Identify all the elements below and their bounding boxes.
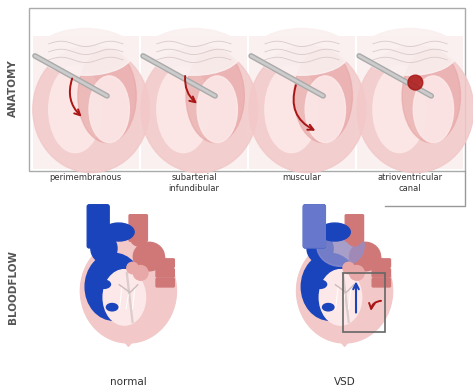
Text: muscular: muscular <box>283 173 321 182</box>
Text: VSD: VSD <box>334 377 356 387</box>
Ellipse shape <box>338 266 387 324</box>
Ellipse shape <box>97 280 110 288</box>
Bar <box>249 36 355 169</box>
Text: normal: normal <box>110 377 147 387</box>
FancyBboxPatch shape <box>129 215 147 241</box>
Text: perimembranous: perimembranous <box>50 173 122 182</box>
Ellipse shape <box>373 66 426 152</box>
FancyBboxPatch shape <box>156 279 174 287</box>
FancyBboxPatch shape <box>372 269 391 277</box>
Ellipse shape <box>133 242 164 271</box>
FancyBboxPatch shape <box>156 269 174 277</box>
Text: ANATOMY: ANATOMY <box>8 59 18 117</box>
Ellipse shape <box>33 46 149 173</box>
Bar <box>141 36 247 169</box>
FancyBboxPatch shape <box>303 205 325 248</box>
Ellipse shape <box>122 266 171 324</box>
FancyBboxPatch shape <box>156 259 174 267</box>
Circle shape <box>408 75 423 90</box>
Text: atrioventricular
canal: atrioventricular canal <box>377 173 443 193</box>
Ellipse shape <box>254 28 350 75</box>
Text: subarterial
infundibular: subarterial infundibular <box>168 173 219 193</box>
Ellipse shape <box>313 280 327 288</box>
Ellipse shape <box>80 238 177 343</box>
Circle shape <box>133 266 148 280</box>
Ellipse shape <box>319 223 350 241</box>
Ellipse shape <box>413 76 454 143</box>
Ellipse shape <box>103 270 146 325</box>
Ellipse shape <box>294 49 352 143</box>
Ellipse shape <box>296 238 393 343</box>
Ellipse shape <box>89 76 129 143</box>
Ellipse shape <box>157 66 210 152</box>
Bar <box>33 36 139 169</box>
Ellipse shape <box>146 28 242 75</box>
Ellipse shape <box>85 253 142 320</box>
FancyBboxPatch shape <box>372 279 391 287</box>
FancyBboxPatch shape <box>87 205 109 248</box>
Ellipse shape <box>307 234 333 263</box>
Ellipse shape <box>186 49 244 143</box>
Ellipse shape <box>357 46 474 173</box>
Ellipse shape <box>349 242 381 271</box>
Ellipse shape <box>49 66 102 152</box>
Ellipse shape <box>362 28 458 75</box>
Polygon shape <box>330 328 359 346</box>
Ellipse shape <box>249 46 365 173</box>
Ellipse shape <box>141 46 257 173</box>
Ellipse shape <box>346 221 364 246</box>
FancyBboxPatch shape <box>345 215 364 241</box>
FancyBboxPatch shape <box>372 259 391 267</box>
Ellipse shape <box>322 303 334 311</box>
Ellipse shape <box>319 270 362 325</box>
Bar <box>357 36 463 169</box>
Ellipse shape <box>197 76 237 143</box>
Ellipse shape <box>38 28 134 75</box>
Ellipse shape <box>317 226 364 266</box>
Ellipse shape <box>78 49 136 143</box>
Circle shape <box>343 262 355 274</box>
Ellipse shape <box>402 49 460 143</box>
Ellipse shape <box>106 303 118 311</box>
Circle shape <box>349 266 364 280</box>
Bar <box>343 273 385 332</box>
Circle shape <box>127 262 138 274</box>
Text: BLOODFLOW: BLOODFLOW <box>8 250 18 324</box>
Ellipse shape <box>305 76 346 143</box>
FancyBboxPatch shape <box>303 205 325 248</box>
Bar <box>29 8 465 171</box>
Polygon shape <box>114 328 143 346</box>
Ellipse shape <box>103 223 134 241</box>
Ellipse shape <box>91 234 117 263</box>
Ellipse shape <box>265 66 318 152</box>
Ellipse shape <box>301 253 358 320</box>
Ellipse shape <box>129 221 147 246</box>
